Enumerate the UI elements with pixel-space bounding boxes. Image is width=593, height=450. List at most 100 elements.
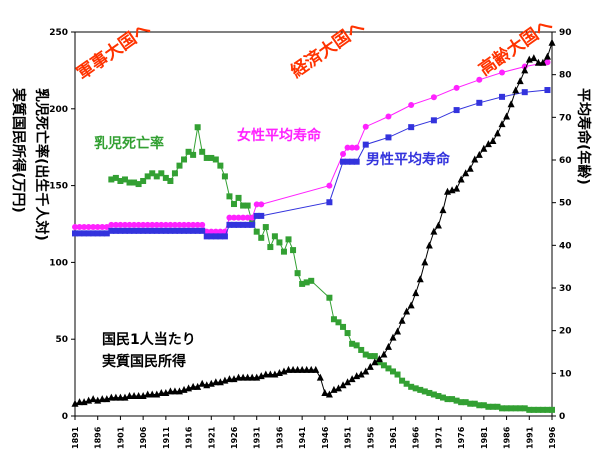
- point-income: [344, 378, 352, 386]
- point-infant: [462, 399, 469, 406]
- point-income: [189, 382, 197, 390]
- point-income: [316, 373, 324, 381]
- point-infant: [330, 316, 337, 323]
- point-female: [135, 221, 142, 228]
- point-infant: [439, 394, 446, 401]
- point-male: [153, 227, 160, 234]
- series-female: [72, 59, 551, 235]
- point-male: [121, 227, 128, 234]
- point-male: [249, 221, 256, 228]
- x-tick-label: 1976: [457, 426, 466, 449]
- point-income: [285, 365, 293, 373]
- series-label-female: 女性平均寿命: [237, 127, 322, 144]
- point-female: [340, 151, 347, 158]
- point-female: [499, 69, 506, 76]
- point-female: [126, 221, 133, 228]
- point-infant: [403, 380, 410, 387]
- point-income: [493, 129, 501, 137]
- x-tick-label: 1951: [344, 426, 353, 449]
- point-infant: [280, 248, 287, 255]
- point-income: [194, 382, 202, 390]
- point-female: [121, 221, 128, 228]
- point-income: [262, 370, 270, 378]
- point-female: [349, 144, 356, 151]
- point-income: [239, 373, 247, 381]
- point-infant: [140, 177, 147, 184]
- point-infant: [476, 402, 483, 409]
- point-income: [366, 362, 374, 370]
- point-male: [349, 158, 356, 165]
- series-label-infant: 乳児死亡率: [94, 135, 164, 152]
- point-infant: [108, 176, 115, 183]
- point-male: [212, 233, 219, 240]
- point-male: [235, 221, 242, 228]
- point-income: [380, 350, 388, 358]
- point-infant: [489, 403, 496, 410]
- point-income: [107, 393, 115, 401]
- x-tick-label: 1901: [116, 426, 125, 449]
- point-female: [544, 59, 551, 66]
- point-infant: [430, 391, 437, 398]
- point-male: [135, 227, 142, 234]
- point-female: [258, 201, 265, 208]
- point-infant: [199, 148, 206, 155]
- series-line-male: [75, 89, 548, 237]
- point-female: [194, 221, 201, 228]
- point-infant: [135, 181, 142, 188]
- point-female: [244, 214, 251, 221]
- point-female: [430, 94, 437, 101]
- point-male: [253, 212, 260, 219]
- x-tick-label: 1896: [94, 426, 103, 449]
- point-male: [76, 230, 83, 237]
- point-female: [353, 144, 360, 151]
- point-infant: [244, 202, 251, 209]
- point-infant: [294, 270, 301, 277]
- series-layer: [71, 38, 556, 413]
- right-tick-label: 40: [559, 241, 572, 251]
- x-tick-label: 1911: [162, 426, 171, 449]
- left-tick-label: 100: [49, 258, 68, 268]
- point-male: [144, 227, 151, 234]
- point-female: [167, 221, 174, 228]
- point-infant: [458, 399, 465, 406]
- point-male: [131, 227, 138, 234]
- point-income: [348, 375, 356, 383]
- point-infant: [349, 340, 356, 347]
- point-income: [462, 169, 470, 177]
- point-male: [162, 227, 169, 234]
- point-infant: [426, 389, 433, 396]
- point-income: [144, 390, 152, 398]
- point-income: [375, 355, 383, 363]
- point-infant: [471, 400, 478, 407]
- point-infant: [453, 397, 460, 404]
- point-income: [112, 393, 120, 401]
- point-male: [453, 107, 460, 114]
- point-male: [244, 221, 251, 228]
- point-income: [235, 373, 243, 381]
- point-male: [208, 233, 215, 240]
- point-female: [235, 214, 242, 221]
- point-male: [217, 233, 224, 240]
- x-tick-label: 1926: [230, 426, 239, 449]
- point-male: [81, 230, 88, 237]
- point-male: [226, 221, 233, 228]
- point-infant: [112, 174, 119, 181]
- point-male: [430, 117, 437, 124]
- series-label-income-line1: 国民1人当たり: [102, 331, 196, 348]
- point-male: [340, 158, 347, 165]
- point-male: [167, 227, 174, 234]
- x-tick-label: 1981: [480, 426, 489, 449]
- point-infant: [394, 371, 401, 378]
- point-infant: [162, 174, 169, 181]
- point-female: [408, 101, 415, 108]
- point-income: [539, 58, 547, 66]
- point-infant: [194, 124, 201, 131]
- point-infant: [167, 177, 174, 184]
- point-income: [89, 395, 97, 403]
- point-income: [389, 333, 397, 341]
- point-infant: [221, 173, 228, 180]
- right-tick-label: 70: [559, 113, 572, 123]
- point-income: [480, 144, 488, 152]
- point-income: [334, 384, 342, 392]
